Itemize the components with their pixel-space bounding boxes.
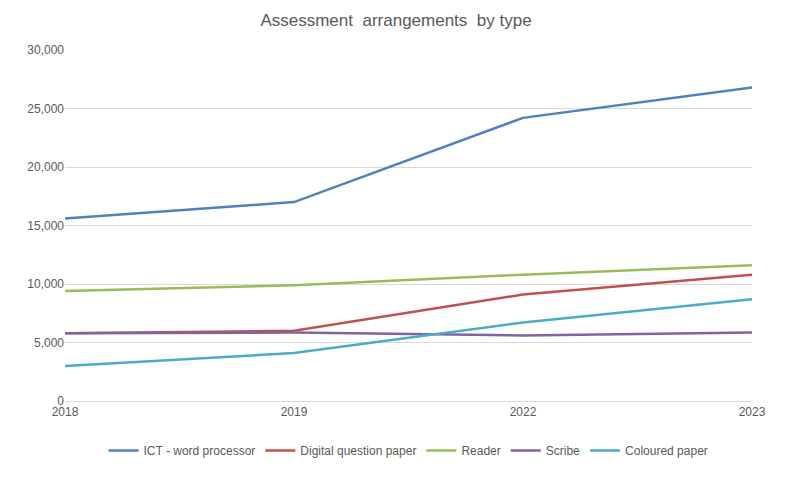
svg-text:2023: 2023 xyxy=(739,405,766,419)
svg-text:5,000: 5,000 xyxy=(34,336,64,350)
svg-text:Scribe: Scribe xyxy=(546,444,580,458)
svg-text:10,000: 10,000 xyxy=(27,277,64,291)
svg-text:25,000: 25,000 xyxy=(27,102,64,116)
svg-text:2022: 2022 xyxy=(510,405,537,419)
svg-text:Coloured paper: Coloured paper xyxy=(625,444,708,458)
svg-text:Reader: Reader xyxy=(461,444,500,458)
svg-text:0: 0 xyxy=(57,394,64,408)
svg-text:ICT - word processor: ICT - word processor xyxy=(144,444,256,458)
svg-text:15,000: 15,000 xyxy=(27,219,64,233)
svg-text:2018: 2018 xyxy=(52,405,79,419)
svg-text:2019: 2019 xyxy=(281,405,308,419)
svg-text:30,000: 30,000 xyxy=(27,43,64,57)
svg-text:Assessment arrangements by t: Assessment arrangements by type xyxy=(260,11,531,30)
svg-text:Digital question paper: Digital question paper xyxy=(300,444,416,458)
svg-text:20,000: 20,000 xyxy=(27,160,64,174)
